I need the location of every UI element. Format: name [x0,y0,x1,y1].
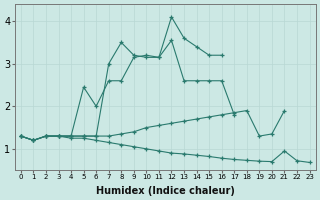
X-axis label: Humidex (Indice chaleur): Humidex (Indice chaleur) [96,186,235,196]
